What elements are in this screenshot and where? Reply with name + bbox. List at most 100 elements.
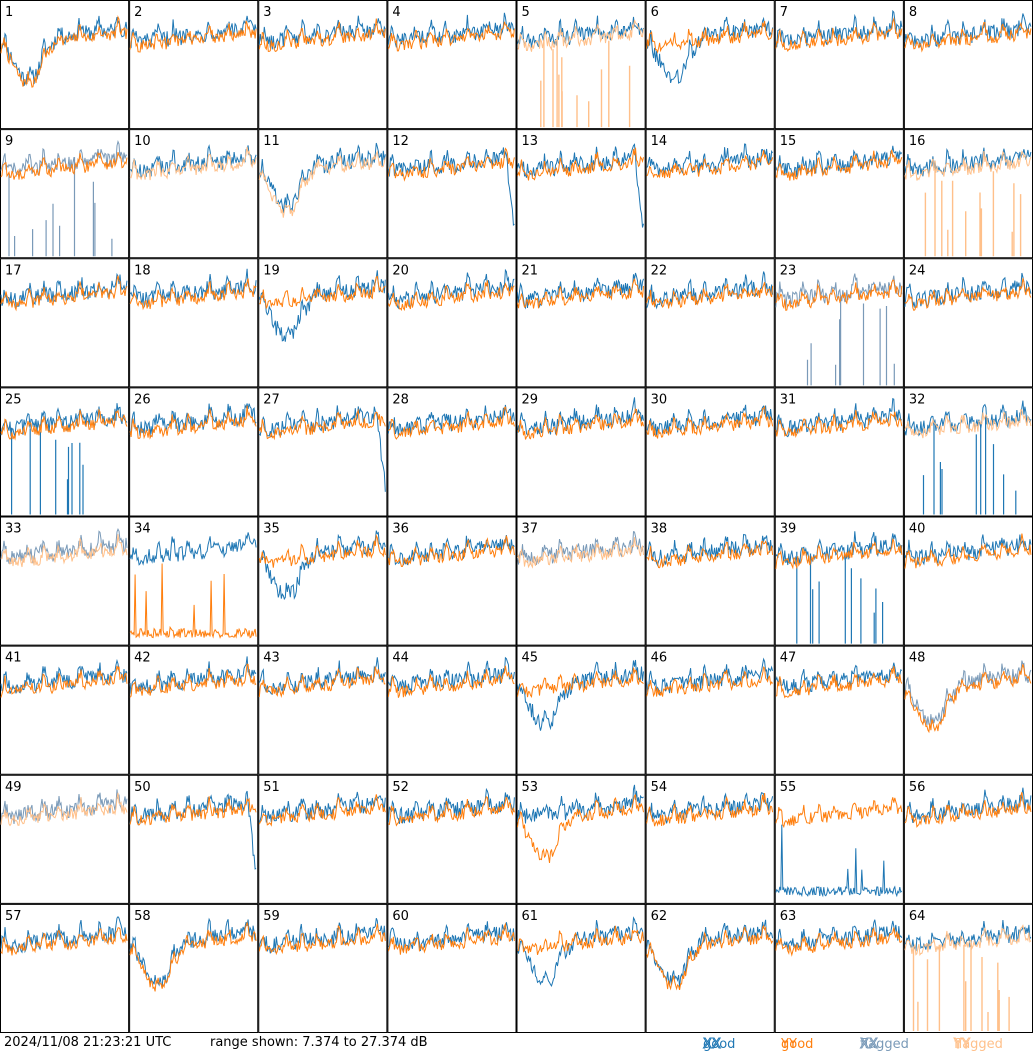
panel-32: 32 <box>903 387 1033 517</box>
panel-33: 33 <box>0 516 130 646</box>
panel-label: 46 <box>651 651 668 666</box>
panel-10: 10 <box>129 129 259 259</box>
panel-label: 26 <box>134 392 151 407</box>
panel-frame <box>516 645 646 775</box>
series-yy <box>258 150 386 218</box>
panel-27: 27 <box>258 387 388 517</box>
panel-frame <box>129 129 259 259</box>
panel-48: 48 <box>903 645 1033 775</box>
legend-flagged-xx-pol: XX <box>860 1037 879 1053</box>
series-yy <box>0 927 128 956</box>
range-text: range shown: 7.374 to 27.374 dB <box>210 1035 428 1050</box>
panel-41: 41 <box>0 645 130 775</box>
series-yy <box>388 796 515 827</box>
panel-label: 25 <box>5 392 22 407</box>
panel-58: 58 <box>129 903 259 1033</box>
panel-label: 41 <box>5 651 22 666</box>
series-xx <box>0 403 128 438</box>
panel-60: 60 <box>387 903 517 1033</box>
panel-8: 8 <box>903 0 1033 130</box>
series-yy <box>387 280 515 312</box>
panel-label: 35 <box>263 522 280 537</box>
panel-5: 5 <box>516 0 646 130</box>
series-yy <box>129 20 257 53</box>
panel-14: 14 <box>645 129 775 259</box>
panel-frame <box>0 0 130 130</box>
panel-62: 62 <box>645 903 775 1033</box>
panel-46: 46 <box>645 645 775 775</box>
panel-52: 52 <box>387 774 517 904</box>
panel-frame <box>0 774 130 904</box>
series-yy <box>0 15 128 88</box>
panel-label: 7 <box>780 5 788 20</box>
panel-44: 44 <box>387 645 517 775</box>
series-yy <box>129 796 257 826</box>
panel-26: 26 <box>129 387 259 517</box>
panel-frame <box>516 516 646 646</box>
panel-label: 40 <box>909 522 926 537</box>
panel-51: 51 <box>258 774 388 904</box>
panel-frame <box>258 129 388 259</box>
panel-19: 19 <box>258 258 388 388</box>
panel-label: 23 <box>780 263 797 278</box>
panel-frame <box>0 903 130 1033</box>
panel-label: 60 <box>392 909 409 924</box>
panel-49: 49 <box>0 774 130 904</box>
panel-frame <box>903 774 1033 904</box>
series-xx <box>129 403 257 437</box>
panel-label: 44 <box>392 651 409 666</box>
panel-6: 6 <box>645 0 775 130</box>
series-yy <box>775 149 903 181</box>
series-yy <box>387 535 515 568</box>
panel-label: 9 <box>5 134 13 149</box>
panel-label: 8 <box>909 5 917 20</box>
panel-53: 53 <box>516 774 646 904</box>
panel-frame <box>0 387 130 517</box>
series-yy <box>0 534 128 568</box>
panel-frame <box>645 129 775 259</box>
series-xx <box>130 144 257 179</box>
series-yy <box>129 921 257 992</box>
panel-frame <box>129 645 259 775</box>
panel-label: 42 <box>134 651 151 666</box>
panel-frame <box>258 516 388 646</box>
panel-label: 6 <box>651 5 659 20</box>
panel-56: 56 <box>903 774 1033 904</box>
panel-frame <box>645 387 775 517</box>
series-yy-spikes <box>912 943 1010 1031</box>
series-yy <box>775 16 903 52</box>
panel-label: 28 <box>392 392 409 407</box>
panel-label: 51 <box>263 780 280 795</box>
panel-1: 1 <box>0 0 130 130</box>
panel-label: 45 <box>522 651 539 666</box>
series-xx <box>387 656 515 696</box>
series-yy <box>517 794 644 863</box>
panel-frame <box>645 645 775 775</box>
series-xx <box>517 659 644 731</box>
series-xx <box>129 917 257 988</box>
series-xx <box>129 532 257 566</box>
series-yy <box>517 408 644 440</box>
panel-frame <box>258 774 388 904</box>
series-yy <box>904 278 1032 312</box>
panel-frame <box>516 903 646 1033</box>
series-yy <box>0 408 128 441</box>
panel-frame <box>516 258 646 388</box>
panel-label: 34 <box>134 522 151 537</box>
panel-frame <box>645 258 775 388</box>
series-yy <box>646 20 774 54</box>
panel-label: 48 <box>909 651 926 666</box>
series-xx <box>387 534 515 566</box>
panel-label: 18 <box>134 263 151 278</box>
panel-frame <box>774 774 904 904</box>
series-yy <box>387 21 515 52</box>
panel-37: 37 <box>516 516 646 646</box>
panel-31: 31 <box>774 387 904 517</box>
series-xx <box>0 527 128 564</box>
panel-13: 13 <box>516 129 646 259</box>
legend-good-xx-pol: XX <box>703 1037 722 1053</box>
panel-frame <box>0 129 130 259</box>
series-xx <box>646 16 774 84</box>
panel-45: 45 <box>516 645 646 775</box>
panel-frame <box>774 903 904 1033</box>
